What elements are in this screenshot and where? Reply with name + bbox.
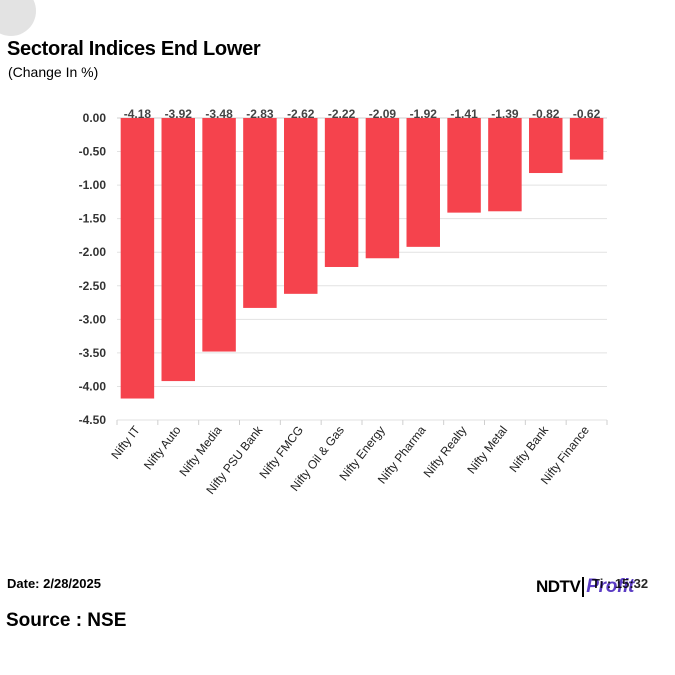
logo-divider [582,577,585,597]
data-label: -1.92 [410,107,438,121]
bar [406,118,440,247]
data-label: -1.41 [450,107,478,121]
bar [529,118,563,174]
bar-chart: -4.18 -3.92 -3.48 -2.83 -2.62 -2.22 -2.09 -1.92… [79,107,608,497]
y-tick-label: -0.50 [79,145,107,159]
x-tick-label: Nifty IT [108,423,143,462]
y-tick-label: -2.50 [79,279,107,293]
data-labels: -4.18 -3.92 -3.48 -2.83 -2.62 -2.22 -2.09 -1.92… [124,107,601,121]
logo-time-overlay: Ti : 15:32 [592,576,649,591]
bar [120,118,155,399]
y-tick-label: -2.00 [79,245,107,259]
y-tick-label: 0.00 [83,111,107,125]
bar [488,118,522,212]
data-label: -3.48 [205,107,233,121]
data-label: -2.09 [369,107,397,121]
date-label: Date: 2/28/2025 [7,576,101,591]
x-tick-label: Nifty Metal [464,423,510,476]
bar [284,118,318,294]
bar [569,118,604,160]
data-label: -1.39 [491,107,519,121]
y-tick-label: -3.00 [79,312,107,326]
y-tick-label: -4.00 [79,379,107,393]
bar [365,118,400,259]
y-tick-label: -1.00 [79,178,107,192]
x-tick-label: Nifty Bank [506,422,551,475]
data-label: -2.22 [328,107,356,121]
y-axis-ticks: 0.00 -0.50 -1.00 -1.50 -2.00 -2.50 -3.00 -3.50 -… [79,111,107,427]
logo-ndtv-text: NDTV [536,577,581,596]
bar [243,118,277,308]
ndtv-profit-logo: NDTV Profit Ti : 15:32 [536,576,648,598]
y-tick-label: -1.50 [79,212,107,226]
data-label: -0.62 [573,107,601,121]
bar [202,118,236,352]
y-tick-label: -4.50 [79,413,107,427]
bar [161,118,195,382]
logo-profit-text: Profit [586,576,635,597]
y-tick-label: -3.50 [79,346,107,360]
source-label: Source : NSE [6,610,127,631]
bar [447,118,481,213]
data-label: -0.82 [532,107,560,121]
bar [324,118,359,267]
data-label: -4.18 [124,107,152,121]
x-tick-label: Nifty Auto [141,423,184,472]
chart-subtitle: (Change In %) [8,64,99,80]
gridlines [116,117,608,425]
bars [120,118,604,399]
chart-title: Sectoral Indices End Lower [7,38,261,60]
data-label: -2.62 [287,107,315,121]
data-label: -2.83 [246,107,274,121]
data-label: -3.92 [165,107,193,121]
